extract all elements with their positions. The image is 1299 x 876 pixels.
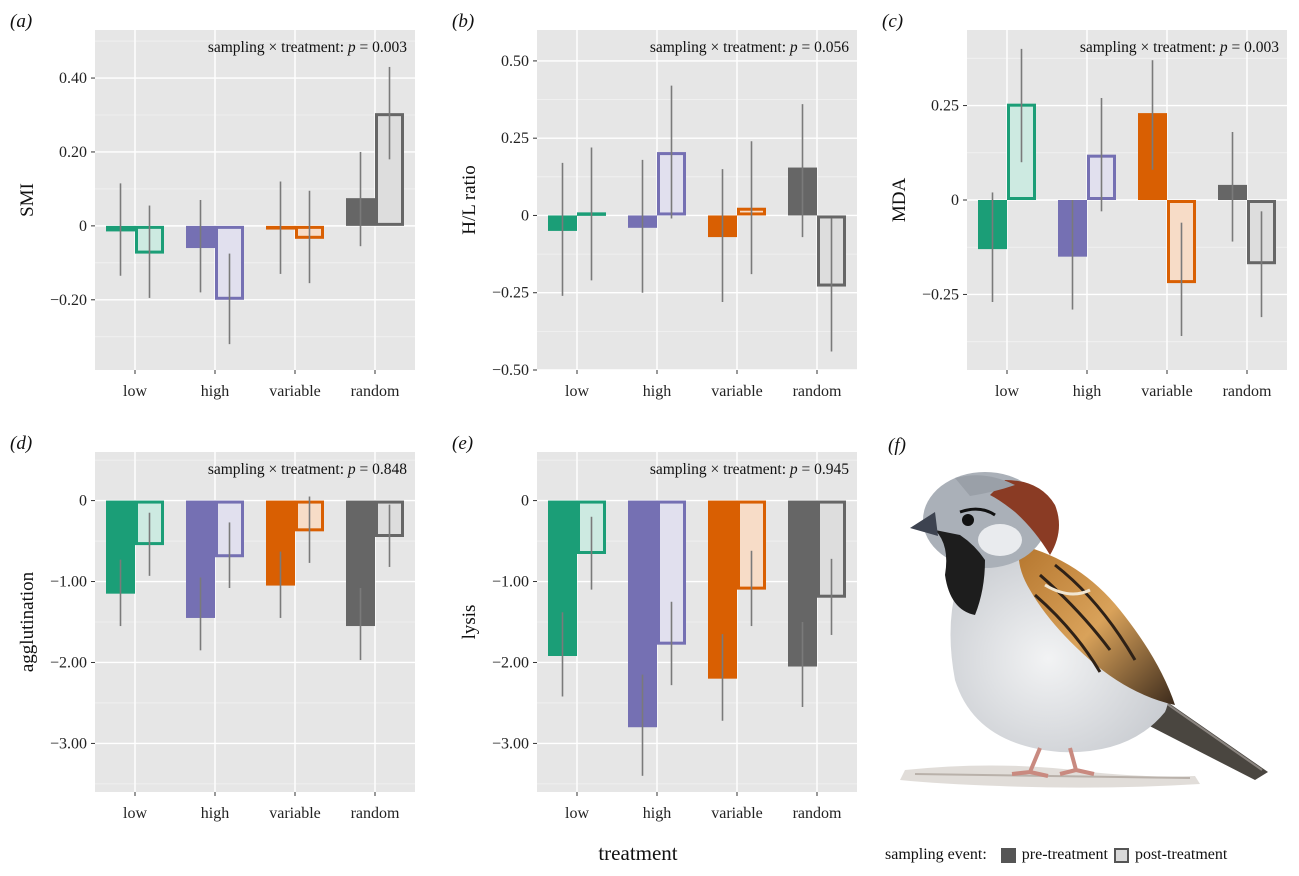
panel-label-e: (e) (452, 433, 473, 454)
x-tick-label: variable (711, 383, 763, 400)
y-tick-label: 0.50 (501, 53, 529, 70)
x-tick-label: variable (1141, 383, 1193, 400)
x-tick-label: high (643, 383, 671, 400)
y-axis-label: lysis (459, 605, 480, 640)
bar-post-random (817, 500, 846, 598)
significance-annotation: sampling × treatment: p = 0.848 (208, 461, 407, 478)
x-tick-label: random (1223, 383, 1272, 400)
x-tick-label: low (123, 383, 147, 400)
significance-annotation: sampling × treatment: p = 0.003 (208, 39, 407, 56)
panel-label-b: (b) (452, 11, 474, 32)
x-tick-label: variable (269, 805, 321, 822)
legend-swatch-post (1113, 847, 1129, 863)
x-tick-label: random (793, 805, 842, 822)
y-tick-label: −0.20 (50, 292, 87, 309)
y-axis-label: agglutination (17, 571, 38, 672)
y-tick-label: −3.00 (492, 735, 529, 752)
x-tick-label: low (995, 383, 1019, 400)
y-tick-label: −2.00 (492, 654, 529, 671)
x-tick-label: random (351, 383, 400, 400)
y-tick-label: −1.00 (50, 574, 87, 591)
y-axis-label: MDA (889, 178, 910, 223)
panel-b: 0.50 0.25 0 −0.25 −0.50 low high variable random… (452, 11, 857, 400)
legend-label-pre: pre-treatment (1021, 846, 1108, 863)
panel-label-a: (a) (10, 11, 32, 32)
x-tick-label: low (123, 805, 147, 822)
y-tick-label: 0.20 (59, 144, 87, 161)
y-tick-label: 0.25 (931, 98, 959, 115)
significance-annotation: sampling × treatment: p = 0.945 (650, 461, 849, 478)
x-axis-title: treatment (598, 841, 677, 865)
legend-label-post: post-treatment (1134, 846, 1228, 863)
y-tick-label: −3.00 (50, 735, 87, 752)
panel-d: 0 −1.00 −2.00 −3.00 low high variable random agg… (10, 433, 415, 822)
y-tick-label: −0.25 (492, 285, 529, 302)
x-tick-label: high (201, 383, 229, 400)
x-tick-label: low (565, 805, 589, 822)
significance-annotation: sampling × treatment: p = 0.056 (650, 39, 849, 56)
y-tick-label: 0.40 (59, 70, 87, 87)
y-tick-label: 0 (521, 493, 529, 510)
y-tick-label: −0.25 (922, 286, 959, 303)
y-tick-label: −2.00 (50, 654, 87, 671)
y-tick-label: 0 (521, 207, 529, 224)
y-tick-label: −1.00 (492, 574, 529, 591)
x-tick-label: low (565, 383, 589, 400)
y-tick-label: 0 (79, 493, 87, 510)
legend-swatch-pre (1000, 847, 1016, 863)
significance-annotation: sampling × treatment: p = 0.003 (1080, 39, 1279, 56)
legend: sampling event: pre-treatment post-treat… (885, 846, 1227, 864)
panel-label-c: (c) (882, 11, 903, 32)
y-axis-label: SMI (17, 183, 38, 217)
panel-c: 0.25 0 −0.25 low high variable random MDA (c) sam… (882, 11, 1287, 400)
panel-label-f: (f) (888, 435, 906, 456)
y-tick-label: −0.50 (492, 362, 529, 379)
x-tick-label: variable (711, 805, 763, 822)
x-tick-label: high (643, 805, 671, 822)
x-tick-label: random (351, 805, 400, 822)
panel-a: 0.40 0.20 0 −0.20 low high variable random SMI (a… (10, 11, 415, 400)
x-tick-label: variable (269, 383, 321, 400)
x-tick-label: high (1073, 383, 1101, 400)
y-tick-label: 0 (951, 192, 959, 209)
x-tick-label: high (201, 805, 229, 822)
y-tick-label: 0 (79, 218, 87, 235)
y-tick-label: 0.25 (501, 130, 529, 147)
x-tick-label: random (793, 383, 842, 400)
y-axis-label: H/L ratio (459, 165, 480, 234)
panel-e: 0 −1.00 −2.00 −3.00 low high variable random lys… (452, 433, 857, 822)
house-sparrow-illustration (900, 472, 1268, 788)
legend-title: sampling event: (885, 846, 987, 863)
panel-label-d: (d) (10, 433, 32, 454)
